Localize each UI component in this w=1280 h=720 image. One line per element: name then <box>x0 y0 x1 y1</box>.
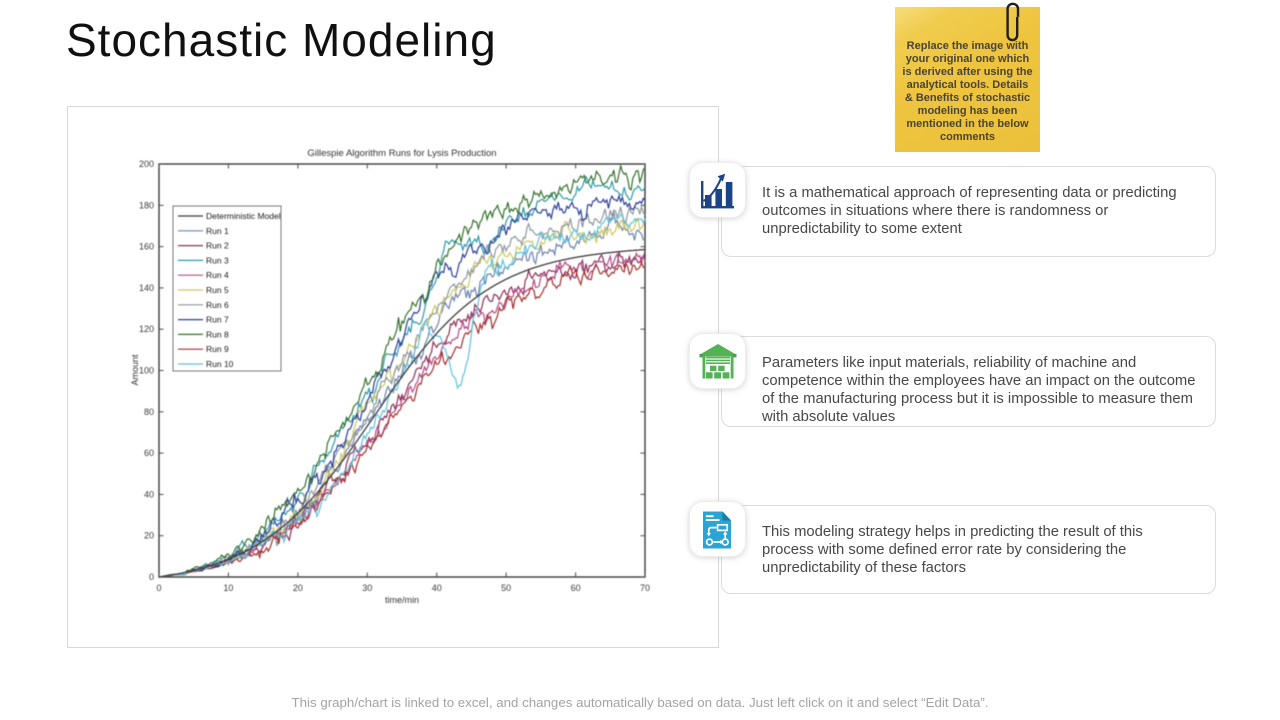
svg-text:80: 80 <box>144 407 154 417</box>
svg-text:Gillespie Algorithm Runs for L: Gillespie Algorithm Runs for Lysis Produ… <box>307 148 496 159</box>
svg-text:Run 8: Run 8 <box>206 329 229 339</box>
svg-text:Run 5: Run 5 <box>206 285 229 295</box>
svg-text:140: 140 <box>139 283 154 293</box>
svg-text:40: 40 <box>144 489 154 499</box>
svg-text:30: 30 <box>362 583 372 593</box>
svg-text:time/min: time/min <box>385 595 419 605</box>
svg-text:Deterministic Model: Deterministic Model <box>206 211 281 221</box>
svg-text:70: 70 <box>640 583 650 593</box>
svg-text:120: 120 <box>139 324 154 334</box>
svg-text:180: 180 <box>139 200 154 210</box>
svg-text:40: 40 <box>432 583 442 593</box>
svg-text:Run 1: Run 1 <box>206 226 229 236</box>
svg-text:20: 20 <box>144 531 154 541</box>
svg-text:100: 100 <box>139 366 154 376</box>
svg-text:0: 0 <box>149 572 154 582</box>
svg-text:Run 3: Run 3 <box>206 255 229 265</box>
svg-text:Run 7: Run 7 <box>206 315 229 325</box>
svg-text:200: 200 <box>139 159 154 169</box>
svg-text:60: 60 <box>144 448 154 458</box>
svg-text:50: 50 <box>501 583 511 593</box>
svg-text:Run 6: Run 6 <box>206 300 229 310</box>
svg-text:10: 10 <box>223 583 233 593</box>
svg-text:160: 160 <box>139 242 154 252</box>
svg-text:20: 20 <box>293 583 303 593</box>
svg-text:Run 9: Run 9 <box>206 344 229 354</box>
svg-text:Amount: Amount <box>130 354 140 386</box>
svg-text:Run 4: Run 4 <box>206 270 229 280</box>
svg-text:Run 10: Run 10 <box>206 359 234 369</box>
svg-text:0: 0 <box>156 583 161 593</box>
svg-text:Run 2: Run 2 <box>206 241 229 251</box>
svg-text:60: 60 <box>571 583 581 593</box>
